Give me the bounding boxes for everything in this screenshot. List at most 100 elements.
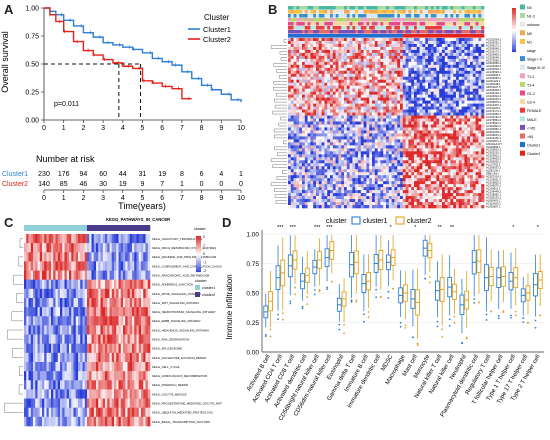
b-heat-cell bbox=[344, 151, 348, 155]
b-heat-cell bbox=[369, 91, 373, 95]
b-heat-cell bbox=[302, 163, 306, 167]
b-heat-cell bbox=[316, 157, 320, 161]
b-heat-cell bbox=[366, 202, 370, 206]
b-heat-cell bbox=[296, 43, 300, 48]
b-heat-cell bbox=[458, 118, 462, 122]
b-heat-cell bbox=[475, 82, 479, 87]
b-annot-cell bbox=[391, 26, 395, 30]
b-heat-cell bbox=[391, 148, 395, 152]
b-heat-cell bbox=[475, 205, 479, 209]
b-scale-step bbox=[512, 10, 516, 12]
b-heat-cell bbox=[352, 38, 356, 42]
b-heat-cell bbox=[456, 112, 460, 116]
b-heat-cell bbox=[470, 118, 474, 122]
b-heat-cell bbox=[478, 184, 482, 188]
b-heat-cell bbox=[425, 133, 429, 137]
b-heat-cell bbox=[405, 175, 409, 179]
b-heat-cell bbox=[313, 106, 317, 110]
b-heat-cell bbox=[464, 58, 468, 63]
b-heat-cell bbox=[425, 178, 429, 182]
b-heat-cell bbox=[313, 193, 317, 197]
b-heat-cell bbox=[299, 133, 303, 137]
b-heat-cell bbox=[467, 88, 471, 92]
b-heat-cell bbox=[327, 127, 331, 131]
b-heat-cell bbox=[377, 175, 381, 179]
b-annot-cell bbox=[346, 26, 350, 30]
b-heat-cell bbox=[290, 82, 294, 87]
b-heat-cell bbox=[405, 127, 409, 131]
b-heat-cell bbox=[332, 172, 336, 176]
b-heat-cell bbox=[332, 124, 336, 128]
b-annot-cell bbox=[397, 26, 401, 30]
b-heat-cell bbox=[299, 52, 303, 57]
b-heat-cell bbox=[433, 112, 437, 116]
b-heat-cell bbox=[425, 157, 429, 161]
b-heat-cell bbox=[304, 82, 308, 87]
b-heat-cell bbox=[388, 169, 392, 173]
b-scale-step bbox=[512, 13, 516, 15]
b-heat-cell bbox=[327, 38, 331, 42]
b-annot-cell bbox=[425, 30, 429, 34]
b-heat-cell bbox=[330, 106, 334, 110]
b-heat-cell bbox=[442, 55, 446, 60]
b-heat-cell bbox=[436, 178, 440, 182]
b-heat-cell bbox=[397, 184, 401, 188]
b-heat-cell bbox=[472, 166, 476, 170]
b-annot-cell bbox=[430, 22, 434, 26]
c-heat-cell bbox=[105, 234, 108, 244]
b-heat-cell bbox=[344, 91, 348, 95]
b-cluster-bar-cell bbox=[344, 34, 348, 38]
b-heat-cell bbox=[461, 46, 465, 51]
b-heat-cell bbox=[383, 103, 387, 107]
b-heat-cell bbox=[408, 91, 412, 95]
b-heat-cell bbox=[414, 160, 418, 164]
b-heat-cell bbox=[330, 79, 334, 84]
b-heat-cell bbox=[318, 40, 322, 45]
b-heat-cell bbox=[475, 133, 479, 137]
b-heat-cell bbox=[327, 40, 331, 45]
b-heat-cell bbox=[310, 181, 314, 185]
b-heat-cell bbox=[386, 190, 390, 194]
b-heat-cell bbox=[360, 79, 364, 84]
b-heat-cell bbox=[391, 70, 395, 75]
b-heat-cell bbox=[290, 178, 294, 182]
b-annot-cell bbox=[344, 14, 348, 18]
b-heat-cell bbox=[313, 79, 317, 84]
b-annot-cell bbox=[472, 22, 476, 26]
c-annot-cell bbox=[39, 225, 43, 231]
b-heat-cell bbox=[344, 43, 348, 48]
b-heat-cell bbox=[338, 160, 342, 164]
b-heat-cell bbox=[478, 61, 482, 66]
b-heat-cell bbox=[363, 118, 367, 122]
b-heat-cell bbox=[307, 40, 311, 45]
b-heat-cell bbox=[447, 193, 451, 197]
b-heat-cell bbox=[414, 43, 418, 48]
b-heat-cell bbox=[444, 106, 448, 110]
b-heat-cell bbox=[430, 115, 434, 119]
b-heat-cell bbox=[332, 169, 336, 173]
b-annot-cell bbox=[447, 10, 451, 14]
b-heat-cell bbox=[419, 97, 423, 101]
b-scale-step bbox=[512, 36, 516, 38]
b-heat-cell bbox=[355, 97, 359, 101]
b-heat-cell bbox=[363, 196, 367, 200]
b-heat-cell bbox=[374, 103, 378, 107]
b-heat-cell bbox=[439, 70, 443, 75]
b-heat-cell bbox=[327, 181, 331, 185]
b-heat-cell bbox=[374, 166, 378, 170]
b-row-label: AC004540.1 bbox=[486, 97, 501, 101]
b-heat-cell bbox=[324, 199, 328, 203]
b-heat-cell bbox=[467, 38, 471, 42]
b-annot-cell bbox=[388, 14, 392, 18]
b-heat-cell bbox=[425, 205, 429, 209]
b-heat-cell bbox=[425, 139, 429, 143]
b-annot-cell bbox=[313, 10, 317, 14]
b-heat-cell bbox=[338, 103, 342, 107]
b-heat-cell bbox=[327, 187, 331, 191]
b-heat-cell bbox=[414, 130, 418, 134]
b-heat-cell bbox=[313, 40, 317, 45]
b-heat-cell bbox=[296, 40, 300, 45]
b-heat-cell bbox=[307, 127, 311, 131]
b-heat-cell bbox=[335, 52, 339, 57]
b-row-label: AC024230.1 bbox=[486, 136, 501, 140]
